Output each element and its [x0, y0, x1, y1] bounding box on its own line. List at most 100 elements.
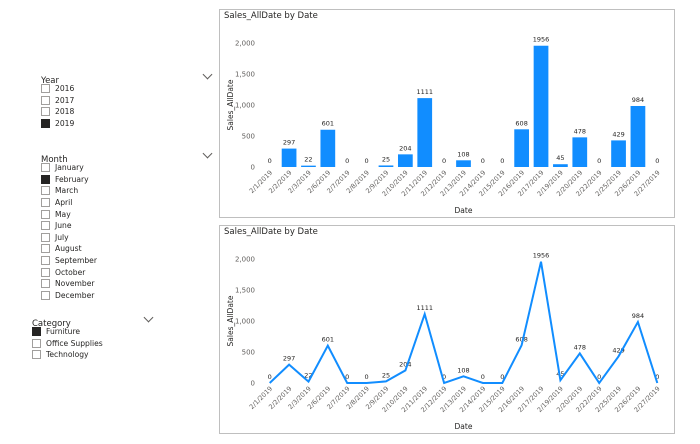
x-axis-title: Date — [455, 422, 473, 431]
category-option[interactable]: Office Supplies — [32, 338, 207, 350]
checkbox-icon[interactable] — [41, 209, 50, 219]
data-label: 0 — [268, 157, 272, 165]
data-label: 1111 — [416, 88, 433, 96]
line-chart-svg: 05001,0001,5002,000Sales_AllDateDate2/1/… — [226, 252, 662, 431]
checkbox-icon[interactable] — [41, 163, 50, 173]
bar[interactable] — [572, 137, 588, 167]
category-slicer: Category Furniture Office Supplies Technol… — [32, 311, 207, 361]
checkbox-icon[interactable] — [32, 350, 41, 360]
year-slicer-header: Year — [41, 68, 216, 86]
chevron-down-icon[interactable] — [202, 148, 213, 159]
month-option[interactable]: October — [41, 266, 216, 278]
month-option-label: October — [55, 267, 86, 277]
bar[interactable] — [301, 165, 316, 167]
bar-chart-visual[interactable]: Sales_AllDate by Date 0 500 1,000 1,500 2,00… — [219, 9, 675, 218]
year-option-label: 2016 — [55, 84, 75, 94]
checkbox-checked-icon[interactable] — [41, 119, 50, 129]
bar[interactable] — [281, 148, 297, 167]
data-label: 45 — [556, 154, 564, 162]
y-tick-label: 1,500 — [235, 287, 255, 295]
month-option[interactable]: July — [41, 232, 216, 244]
category-option[interactable]: Technology — [32, 349, 207, 361]
data-label: 0 — [500, 157, 504, 165]
data-label: 297 — [283, 355, 295, 363]
month-option-label: July — [55, 232, 69, 242]
bar[interactable] — [456, 160, 471, 167]
line-chart-title: Sales_AllDate by Date — [224, 227, 318, 237]
month-option-label: February — [55, 174, 89, 184]
checkbox-checked-icon[interactable] — [41, 174, 50, 184]
category-option-label: Office Supplies — [46, 338, 103, 348]
month-option[interactable]: December — [41, 290, 216, 302]
bar[interactable] — [417, 98, 433, 167]
data-label: 0 — [597, 373, 601, 381]
data-label: 108 — [457, 150, 469, 158]
data-label: 0 — [365, 157, 369, 165]
month-option-label: September — [55, 256, 97, 266]
checkbox-icon[interactable] — [32, 338, 41, 348]
checkbox-icon[interactable] — [41, 232, 50, 242]
bar[interactable] — [397, 154, 413, 167]
month-option[interactable]: June — [41, 220, 216, 232]
data-label: 0 — [500, 373, 504, 381]
checkbox-icon[interactable] — [41, 267, 50, 277]
checkbox-icon[interactable] — [41, 279, 50, 289]
checkbox-icon[interactable] — [41, 244, 50, 254]
checkbox-icon[interactable] — [41, 256, 50, 266]
data-label: 0 — [481, 157, 485, 165]
month-option-label: November — [55, 279, 95, 289]
month-option[interactable]: January — [41, 162, 216, 174]
bar[interactable] — [533, 45, 549, 168]
year-option-label: 2018 — [55, 107, 75, 117]
chevron-down-icon[interactable] — [143, 312, 154, 323]
bar[interactable] — [553, 164, 568, 167]
bar[interactable] — [611, 140, 626, 167]
bar[interactable] — [630, 105, 646, 167]
checkbox-icon[interactable] — [41, 84, 50, 94]
bar-chart-svg: 05001,0001,5002,000Sales_AllDateDate2/1/… — [226, 36, 662, 215]
checkbox-icon[interactable] — [41, 198, 50, 208]
year-option[interactable]: 2018 — [41, 106, 216, 118]
month-option[interactable]: September — [41, 255, 216, 267]
bar[interactable] — [320, 129, 336, 167]
checkbox-icon[interactable] — [41, 186, 50, 196]
month-option[interactable]: March — [41, 185, 216, 197]
data-label: 984 — [632, 312, 644, 320]
checkbox-icon[interactable] — [41, 221, 50, 231]
month-option[interactable]: February — [41, 174, 216, 186]
month-option-label: April — [55, 198, 73, 208]
data-label: 601 — [322, 120, 334, 128]
chevron-down-icon[interactable] — [202, 69, 213, 80]
x-axis-title: Date — [455, 206, 473, 215]
data-label: 0 — [655, 373, 659, 381]
checkbox-icon[interactable] — [41, 107, 50, 117]
data-label: 22 — [304, 156, 312, 164]
month-option[interactable]: November — [41, 278, 216, 290]
data-label: 0 — [442, 373, 446, 381]
data-label: 1956 — [533, 252, 550, 260]
bar[interactable] — [514, 129, 530, 167]
year-option[interactable]: 2019 — [41, 118, 216, 130]
series-line[interactable] — [269, 261, 659, 385]
month-option[interactable]: May — [41, 208, 216, 220]
checkbox-icon[interactable] — [41, 95, 50, 105]
data-label: 1956 — [533, 36, 550, 44]
month-option[interactable]: August — [41, 243, 216, 255]
checkbox-checked-icon[interactable] — [32, 327, 41, 337]
category-option[interactable]: Furniture — [32, 326, 207, 338]
data-label: 608 — [515, 335, 527, 343]
line-chart-visual[interactable]: Sales_AllDate by Date 0 500 1,000 1,500 2,00… — [219, 225, 675, 434]
year-option-label: 2017 — [55, 95, 75, 105]
data-label: 478 — [574, 343, 586, 351]
data-label: 108 — [457, 366, 469, 374]
year-option[interactable]: 2017 — [41, 95, 216, 107]
y-axis-title: Sales_AllDate — [226, 79, 235, 130]
category-slicer-title: Category — [32, 319, 71, 329]
month-option[interactable]: April — [41, 197, 216, 209]
checkbox-icon[interactable] — [41, 290, 50, 300]
year-option[interactable]: 2016 — [41, 83, 216, 95]
month-slicer: Month January February March April May June Ju… — [41, 147, 216, 301]
bar[interactable] — [378, 165, 394, 167]
bar-chart-title: Sales_AllDate by Date — [224, 11, 318, 21]
data-label: 1111 — [416, 304, 433, 312]
